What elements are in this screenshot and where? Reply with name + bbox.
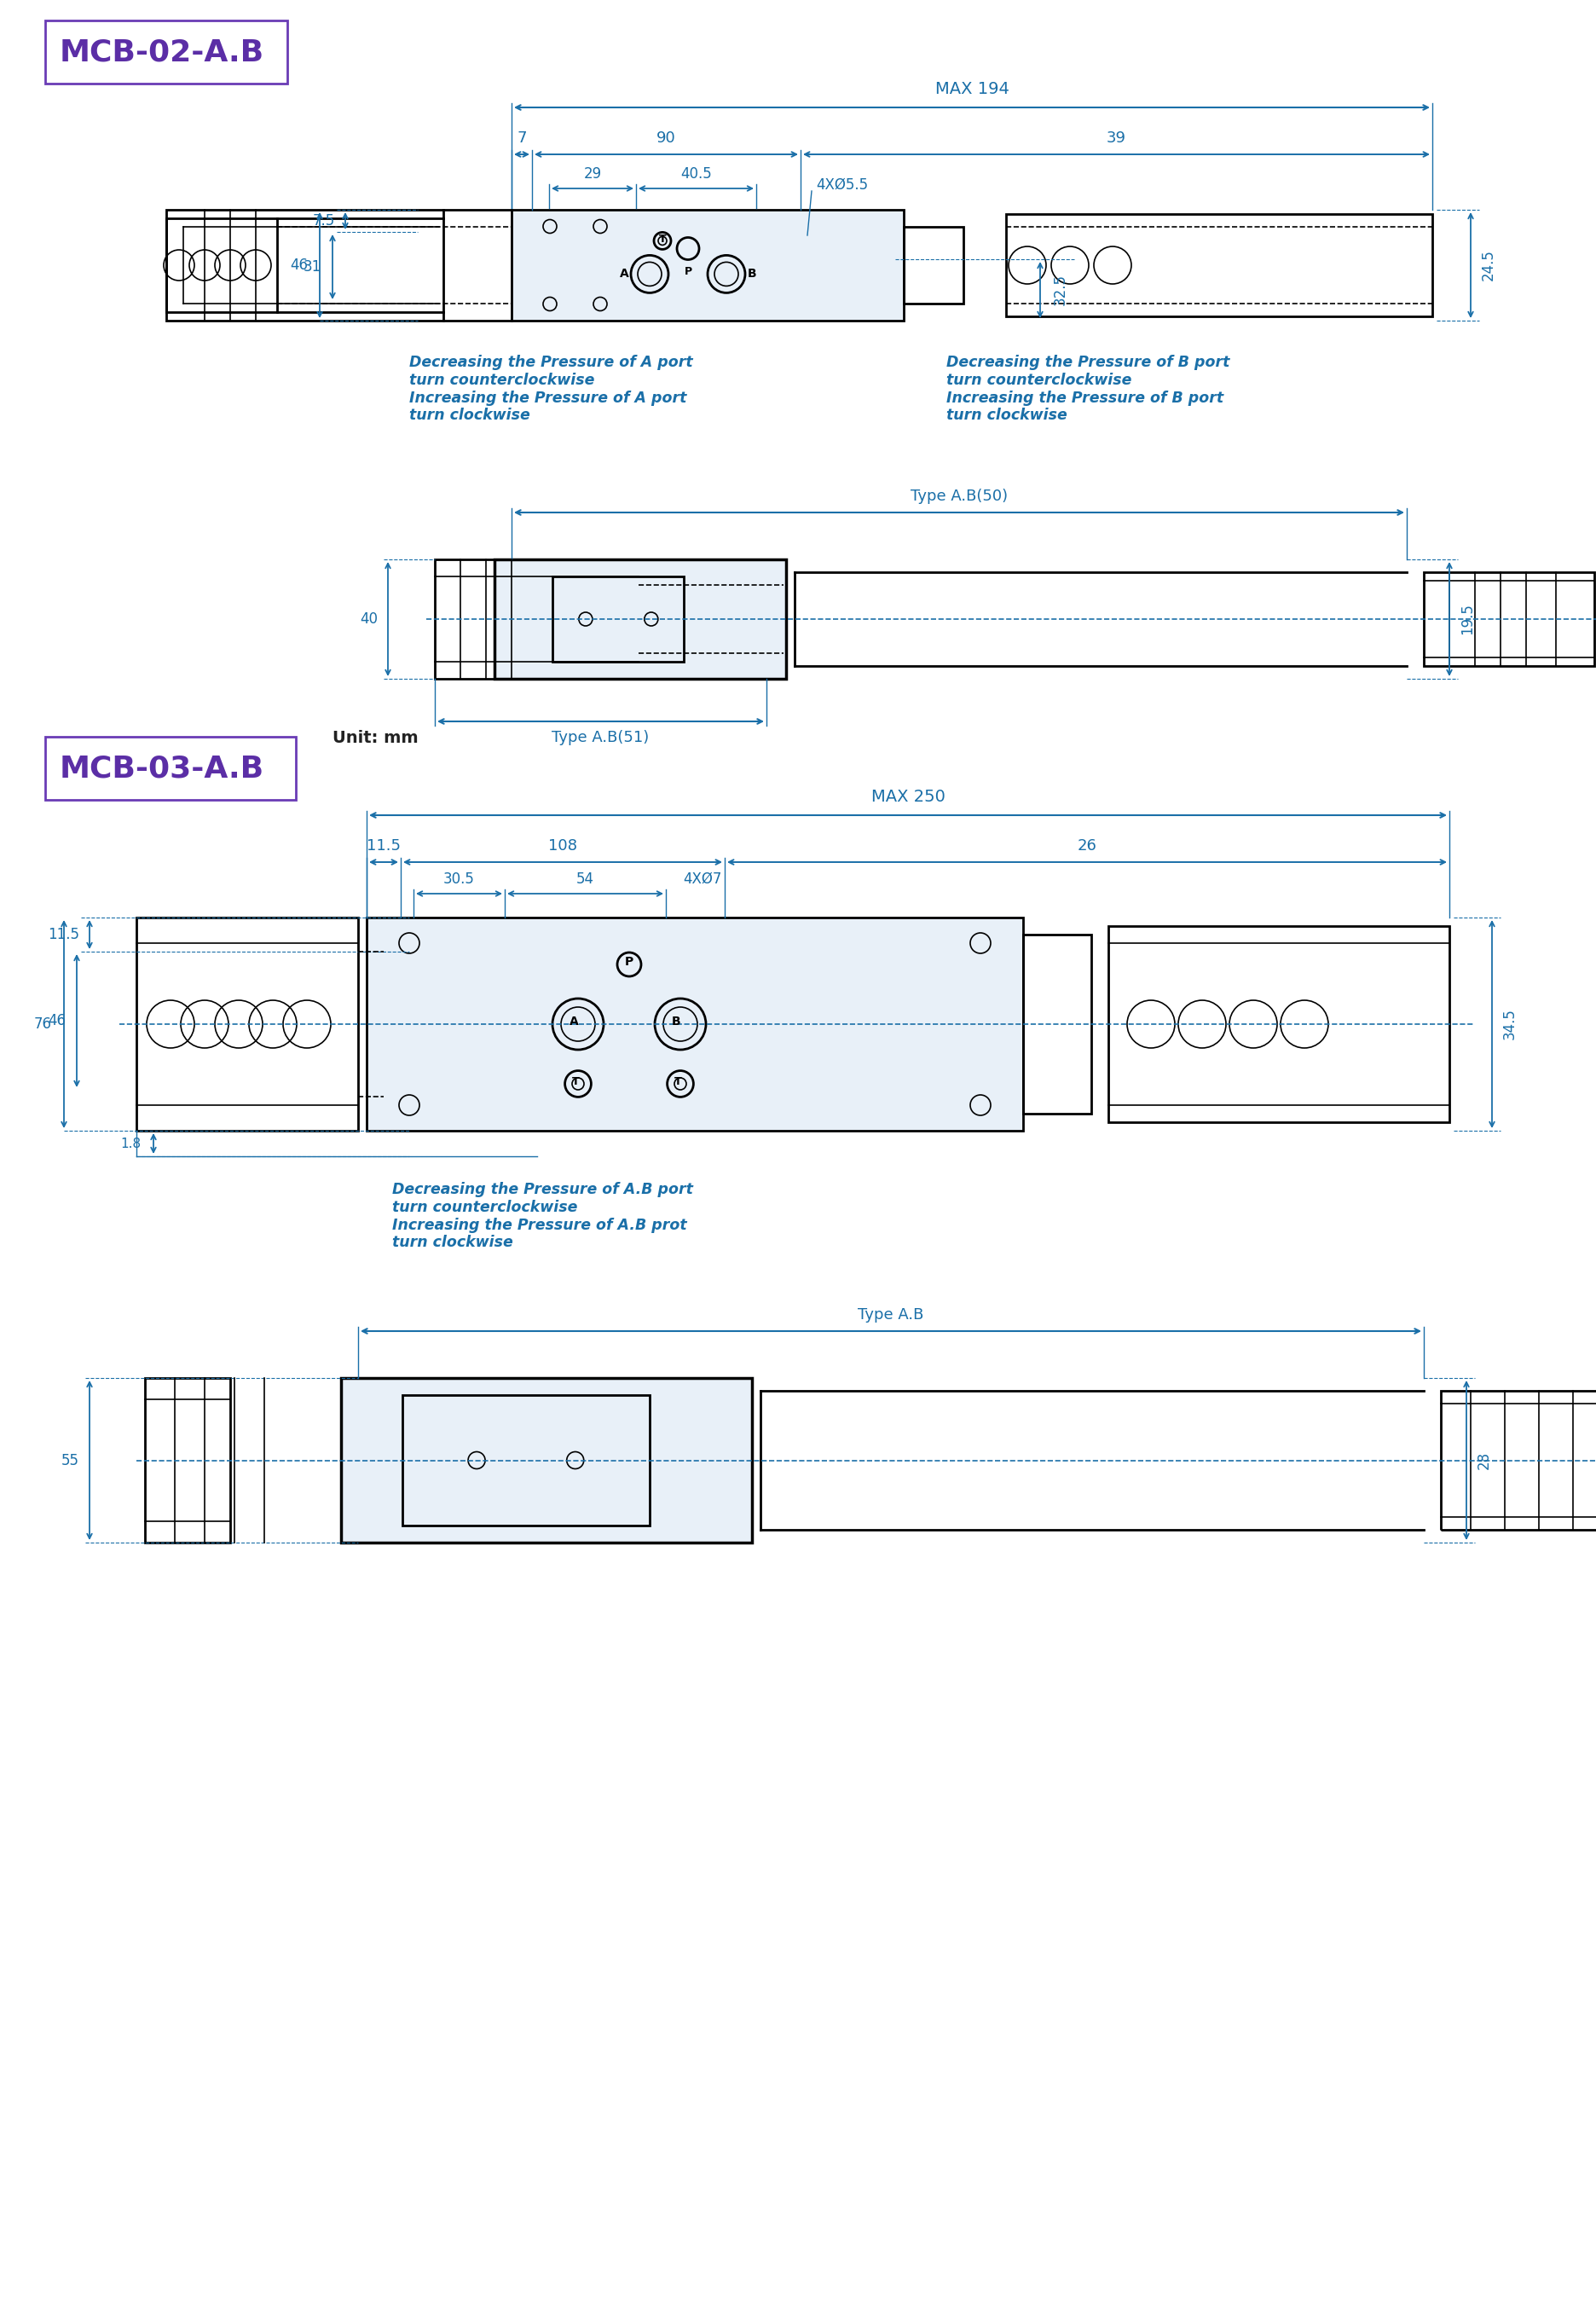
Text: T: T bbox=[659, 234, 666, 245]
Text: 55: 55 bbox=[61, 1452, 80, 1468]
Text: 30.5: 30.5 bbox=[444, 871, 476, 887]
Bar bbox=[342, 1378, 752, 1542]
Text: 4XØ7: 4XØ7 bbox=[683, 871, 721, 887]
FancyBboxPatch shape bbox=[45, 736, 295, 799]
Text: P: P bbox=[685, 266, 693, 276]
Text: 90: 90 bbox=[656, 130, 677, 146]
Text: 40.5: 40.5 bbox=[680, 167, 712, 181]
Text: 32.5: 32.5 bbox=[1053, 273, 1068, 306]
Text: 4XØ5.5: 4XØ5.5 bbox=[816, 178, 868, 192]
Text: 108: 108 bbox=[547, 838, 578, 855]
Text: 54: 54 bbox=[576, 871, 594, 887]
Bar bbox=[495, 560, 787, 679]
Text: P: P bbox=[624, 957, 634, 968]
Text: MCB-02-A.B: MCB-02-A.B bbox=[59, 37, 265, 67]
Bar bbox=[402, 1394, 650, 1526]
Text: 26: 26 bbox=[1077, 838, 1096, 855]
Bar bbox=[145, 1378, 230, 1542]
Text: 24.5: 24.5 bbox=[1481, 250, 1497, 280]
Bar bbox=[166, 211, 444, 320]
Bar bbox=[1441, 1392, 1596, 1531]
Text: 34.5: 34.5 bbox=[1502, 1007, 1518, 1040]
Text: 46: 46 bbox=[48, 1012, 65, 1028]
Text: T: T bbox=[674, 1075, 681, 1086]
Text: MAX 250: MAX 250 bbox=[871, 790, 945, 806]
Text: 19.5: 19.5 bbox=[1460, 604, 1475, 635]
Text: 28: 28 bbox=[1476, 1452, 1492, 1468]
Text: 76: 76 bbox=[34, 1017, 53, 1033]
Text: 11.5: 11.5 bbox=[48, 926, 80, 943]
Text: MAX 194: MAX 194 bbox=[935, 81, 1009, 97]
Text: A: A bbox=[570, 1017, 578, 1028]
Text: 11.5: 11.5 bbox=[367, 838, 401, 855]
Text: 31: 31 bbox=[303, 259, 321, 276]
Text: 29: 29 bbox=[584, 167, 602, 181]
Text: Type A.B(50): Type A.B(50) bbox=[910, 489, 1007, 505]
Text: 39: 39 bbox=[1106, 130, 1127, 146]
Text: B: B bbox=[672, 1017, 680, 1028]
Text: 7.5: 7.5 bbox=[313, 213, 335, 229]
Text: B: B bbox=[747, 269, 757, 280]
Text: Type A.B: Type A.B bbox=[859, 1306, 924, 1322]
Text: Unit: mm: Unit: mm bbox=[332, 730, 418, 746]
Bar bbox=[512, 211, 903, 320]
Text: Decreasing the Pressure of B port
turn counterclockwise
Increasing the Pressure : Decreasing the Pressure of B port turn c… bbox=[946, 354, 1229, 424]
Text: 46: 46 bbox=[290, 257, 308, 273]
Text: 7: 7 bbox=[517, 130, 527, 146]
Bar bbox=[136, 917, 358, 1130]
Text: 1.8: 1.8 bbox=[120, 1137, 140, 1151]
Bar bbox=[1424, 572, 1594, 667]
Bar bbox=[367, 917, 1023, 1130]
Text: MCB-03-A.B: MCB-03-A.B bbox=[59, 753, 265, 783]
Bar bbox=[903, 227, 964, 303]
FancyBboxPatch shape bbox=[45, 21, 287, 83]
Bar bbox=[434, 560, 638, 679]
Bar bbox=[1108, 926, 1449, 1123]
Text: Type A.B(51): Type A.B(51) bbox=[552, 730, 650, 746]
Text: Decreasing the Pressure of A.B port
turn counterclockwise
Increasing the Pressur: Decreasing the Pressure of A.B port turn… bbox=[393, 1181, 693, 1251]
Text: T: T bbox=[571, 1075, 579, 1086]
Text: Decreasing the Pressure of A port
turn counterclockwise
Increasing the Pressure : Decreasing the Pressure of A port turn c… bbox=[409, 354, 693, 424]
Bar bbox=[1023, 936, 1092, 1114]
Text: A: A bbox=[619, 269, 629, 280]
Bar bbox=[552, 577, 685, 662]
Text: 40: 40 bbox=[359, 611, 378, 628]
